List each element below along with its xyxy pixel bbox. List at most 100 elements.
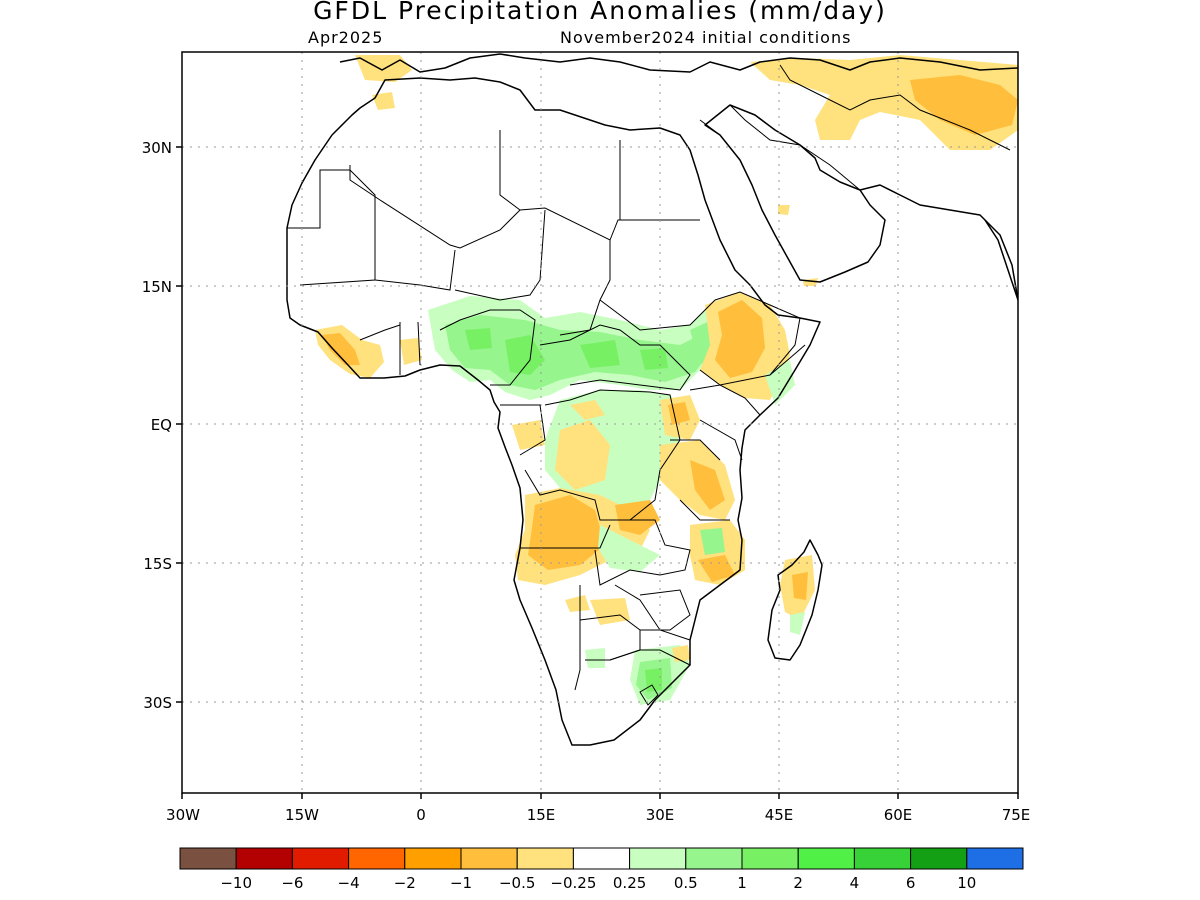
colorbar-label: −4 bbox=[338, 874, 360, 892]
colorbar-label: 6 bbox=[906, 874, 916, 892]
india-coast bbox=[984, 219, 1018, 301]
colorbar-label: −1 bbox=[450, 874, 472, 892]
colorbar-swatch bbox=[966, 847, 1024, 870]
europe-coast bbox=[339, 53, 1018, 73]
anomaly-kivu-dry bbox=[668, 402, 690, 425]
colorbar bbox=[179, 847, 1024, 870]
anomaly-ghana bbox=[400, 338, 422, 365]
border-niger-chad bbox=[454, 209, 546, 301]
anomaly-guinea-core bbox=[322, 333, 360, 365]
border-ghana-togo bbox=[399, 321, 421, 375]
colorbar-swatch bbox=[460, 847, 518, 870]
colorbar-label: 0.25 bbox=[613, 874, 646, 892]
forecast-month: Apr2025 bbox=[308, 28, 384, 47]
border-somalia bbox=[769, 344, 806, 376]
border-middle-east bbox=[699, 64, 1011, 191]
colorbar-swatch bbox=[741, 847, 799, 870]
map-title: GFDL Precipitation Anomalies (mm/day) bbox=[313, 0, 887, 25]
lon-label: 15E bbox=[527, 806, 556, 824]
lon-label: 45E bbox=[765, 806, 794, 824]
border-algeria bbox=[499, 130, 521, 211]
border-namibia bbox=[574, 584, 691, 691]
colorbar-label: 10 bbox=[957, 874, 976, 892]
anomaly-botswana-dry bbox=[590, 598, 630, 625]
anomaly-wet-cameroon bbox=[505, 335, 545, 375]
border-east-africa bbox=[689, 384, 761, 461]
anomaly-wet-nigeria bbox=[465, 328, 492, 350]
border-tanzania bbox=[670, 439, 730, 521]
lat-label: 15N bbox=[142, 278, 172, 296]
lon-label: 30E bbox=[646, 806, 675, 824]
colorbar-swatch bbox=[853, 847, 912, 870]
colorbar-swatch bbox=[629, 847, 687, 870]
latitude-labels: 30N 15N EQ 15S 30S bbox=[142, 139, 172, 712]
anomaly-madagascar-core bbox=[792, 572, 808, 600]
anomaly-angola-core bbox=[528, 495, 605, 570]
persian-gulf-coast bbox=[859, 184, 1018, 301]
anomaly-sa-wet-1 bbox=[585, 648, 605, 668]
anomaly-wet-car bbox=[580, 340, 620, 368]
initial-conditions: November2024 initial conditions bbox=[560, 28, 852, 47]
colorbar-label: 4 bbox=[850, 874, 860, 892]
border-angola bbox=[520, 524, 661, 586]
border-gabon-congo bbox=[500, 404, 546, 456]
anomaly-malawi-wet bbox=[700, 528, 725, 555]
colorbar-swatch bbox=[348, 847, 406, 870]
border-car bbox=[539, 324, 691, 391]
border-mali bbox=[374, 249, 456, 291]
border-south-africa bbox=[585, 649, 691, 666]
colorbar-swatch bbox=[516, 847, 574, 870]
lon-label: 15W bbox=[285, 806, 319, 824]
anomaly-lesotho-core bbox=[645, 668, 662, 692]
colorbar-swatch bbox=[910, 847, 968, 870]
anomaly-wet-ssudan bbox=[640, 348, 668, 370]
colorbar-label: 2 bbox=[793, 874, 803, 892]
colorbar-swatch bbox=[685, 847, 743, 870]
anomaly-zambia-wet bbox=[598, 525, 660, 572]
border-zimbabwe bbox=[639, 589, 691, 631]
colorbar-label: −2 bbox=[394, 874, 416, 892]
colorbar-label: −0.25 bbox=[550, 874, 596, 892]
anomaly-shading bbox=[315, 55, 1018, 705]
anomaly-congo-dry-1 bbox=[555, 420, 610, 490]
lon-label: 75E bbox=[1002, 806, 1031, 824]
tick-marks bbox=[176, 146, 1019, 799]
colorbar-swatch bbox=[179, 847, 237, 870]
lat-label: EQ bbox=[151, 416, 172, 434]
arabia-coast bbox=[704, 104, 886, 283]
colorbar-swatch bbox=[797, 847, 855, 870]
colorbar-swatch bbox=[572, 847, 631, 870]
lon-label: 60E bbox=[884, 806, 913, 824]
colorbar-labels: −10 −6 −4 −2 −1 −0.5 −0.25 0.25 0.5 1 2 4 6 10 bbox=[220, 874, 976, 892]
border-ivory-coast bbox=[359, 324, 401, 341]
lat-label: 15S bbox=[143, 555, 172, 573]
lon-label: 0 bbox=[416, 806, 426, 824]
anomaly-sa-coast-dry bbox=[672, 645, 690, 662]
colorbar-swatch bbox=[404, 847, 462, 870]
colorbar-label: 0.5 bbox=[674, 874, 698, 892]
country-borders bbox=[287, 64, 1011, 706]
border-zambia bbox=[600, 519, 691, 576]
anomaly-arabia bbox=[778, 205, 790, 215]
lon-label: 30W bbox=[166, 806, 200, 824]
colorbar-label: −6 bbox=[281, 874, 303, 892]
anomaly-algeria-coast bbox=[372, 92, 395, 110]
anomaly-zambia-dry bbox=[615, 500, 660, 535]
anomaly-gabon-dry bbox=[512, 420, 545, 450]
anomaly-tanzania-core bbox=[690, 460, 725, 510]
colorbar-swatch bbox=[291, 847, 350, 870]
border-ethiopia bbox=[699, 291, 801, 386]
map-frame bbox=[181, 51, 1019, 794]
lat-label: 30S bbox=[143, 694, 172, 712]
border-nigeria bbox=[439, 309, 536, 386]
colorbar-label: −10 bbox=[220, 874, 252, 892]
africa-coastline bbox=[286, 77, 821, 746]
lat-label: 30N bbox=[142, 139, 172, 157]
border-sahara-west bbox=[349, 165, 700, 249]
anomaly-ethiopia-core bbox=[715, 300, 765, 378]
border-sudan-south bbox=[599, 299, 716, 331]
anomaly-mozambique-core bbox=[698, 555, 735, 582]
madagascar-coast bbox=[767, 539, 823, 661]
anomaly-madagascar-wet bbox=[790, 612, 805, 635]
